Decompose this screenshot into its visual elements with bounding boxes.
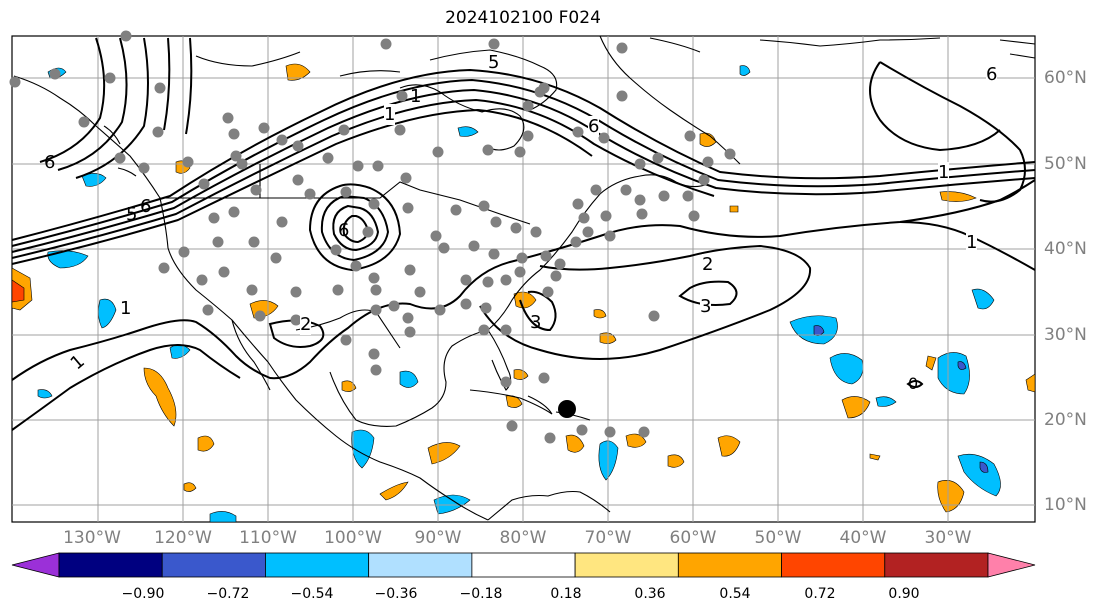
colorbar-tick: 0.72: [804, 586, 836, 602]
contour-label: 3: [530, 312, 542, 333]
colorbar-tick: −0.72: [206, 586, 250, 602]
latitude-label: 30°N: [1044, 325, 1087, 345]
latitude-label: 10°N: [1044, 495, 1087, 515]
longitude-label: 80°W: [499, 528, 547, 548]
contour-label: 6: [986, 64, 998, 85]
longitude-label: 130°W: [63, 528, 121, 548]
contour-label: 3: [700, 296, 712, 317]
longitude-label: 100°W: [324, 528, 382, 548]
location-marker: [558, 400, 576, 418]
map-title: 2024102100 F024: [445, 8, 601, 28]
colorbar-tick: −0.18: [459, 586, 503, 602]
colorbar-tick: 0.90: [888, 586, 920, 602]
contour-label: 1: [966, 232, 978, 253]
anomaly-shading: [11, 63, 1036, 523]
latitude-label: 50°N: [1044, 154, 1087, 174]
longitude-label: 110°W: [239, 528, 297, 548]
contour-label: 1: [120, 298, 132, 319]
longitude-label: 120°W: [154, 528, 212, 548]
longitude-label: 90°W: [414, 528, 462, 548]
contour-label: 6: [588, 116, 600, 137]
coastlines: [13, 35, 1036, 521]
longitude-label: 60°W: [669, 528, 717, 548]
colorbar-tick: 0.54: [719, 586, 751, 602]
latitude-label: 20°N: [1044, 410, 1087, 430]
colorbar-tick: 0.36: [634, 586, 666, 602]
contour-label: 2: [300, 314, 312, 335]
contour-label: 6: [140, 196, 152, 217]
contour-label: 6: [44, 152, 56, 173]
longitude-label: 40°W: [839, 528, 887, 548]
contour-label: 2: [702, 254, 714, 275]
contour-label: 5: [488, 52, 500, 73]
longitude-label: 70°W: [584, 528, 632, 548]
longitude-label: 30°W: [924, 528, 972, 548]
longitude-label: 50°W: [754, 528, 802, 548]
contour-label: 1: [938, 162, 950, 183]
colorbar-tick: −0.36: [374, 586, 418, 602]
latitude-label: 60°N: [1044, 68, 1087, 88]
contour-label: 1: [410, 86, 422, 107]
colorbar-tick: −0.90: [121, 586, 165, 602]
colorbar-tick: 0.18: [550, 586, 582, 602]
contour-label: 1: [384, 104, 396, 125]
colorbar-tick: −0.54: [290, 586, 334, 602]
station-dots: [9, 30, 736, 444]
contour-label: 5: [126, 204, 138, 225]
contour-label: 6: [338, 220, 350, 241]
latitude-label: 40°N: [1044, 239, 1087, 259]
contour-label: 0: [908, 374, 919, 393]
